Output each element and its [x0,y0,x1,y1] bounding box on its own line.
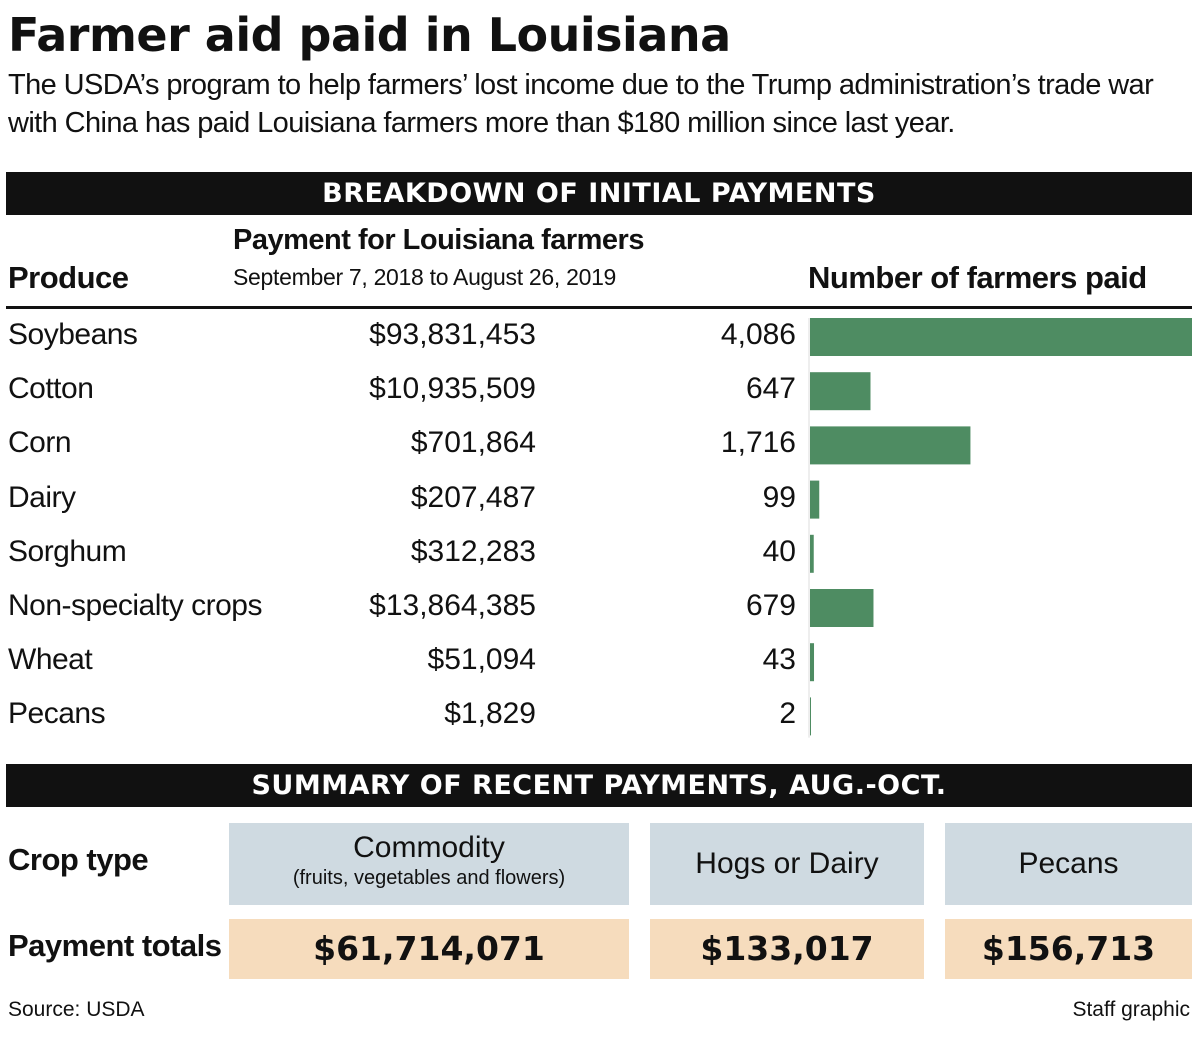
payment-value: $93,831,453 [369,318,536,351]
payment-value: $312,283 [410,534,536,568]
produce-label: Pecans [8,697,106,731]
section-banner-initial: BREAKDOWN OF INITIAL PAYMENTS [6,172,1192,215]
payment-total-hogs-dairy: $133,017 [650,919,924,979]
farmers-count: 43 [762,643,796,677]
header-rule [6,306,1192,309]
farmers-count: 4,086 [720,318,796,351]
payment-column-header: Payment for Louisiana farmers [233,224,644,256]
farmers-bar [810,534,814,573]
section-banner-summary: SUMMARY OF RECENT PAYMENTS, AUG.-OCT. [6,764,1192,807]
produce-label: Non-specialty crops [8,589,262,622]
payment-totals-label: Payment totals [8,928,222,963]
produce-label: Wheat [8,643,93,677]
farmers-bar [810,589,874,627]
crop-type-label: Crop type [8,842,149,877]
page-subtitle: The USDA’s program to help farmers’ lost… [8,69,1154,139]
crop-note: (fruits, vegetables and flowers) [292,867,566,889]
payment-value: $1,829 [444,697,536,731]
produce-column-header: Produce [8,260,129,295]
farmers-count: 647 [745,372,796,406]
produce-label: Sorghum [8,534,127,568]
payment-value: $10,935,509 [369,372,536,406]
farmers-bar-chart [808,318,1192,738]
farmers-count: 99 [762,480,796,514]
produce-label: Cotton [8,372,94,406]
payment-total-pecans: $156,713 [945,919,1192,979]
source-note: Source: USDA [8,998,145,1021]
farmers-bar [810,697,811,736]
produce-label: Soybeans [8,318,138,351]
credit-note: Staff graphic [1072,998,1190,1021]
payment-total-commodity: $61,714,071 [229,919,629,979]
crop-cell-hogs-dairy: Hogs or Dairy [650,823,924,905]
farmers-count: 679 [745,589,796,622]
farmers-bar [810,318,1192,356]
farmers-bar [810,426,971,465]
payment-column-subheader: September 7, 2018 to August 26, 2019 [233,264,617,290]
farmers-count: 40 [762,534,796,568]
payment-value: $51,094 [427,643,536,677]
crop-cell-commodity: Commodity (fruits, vegetables and flower… [229,823,629,905]
farmers-count: 1,716 [720,426,796,460]
count-column-header: Number of farmers paid [808,260,1147,295]
crop-cell-pecans: Pecans [945,823,1192,905]
payment-value: $13,864,385 [369,589,536,622]
farmers-count: 2 [779,697,796,731]
page-title: Farmer aid paid in Louisiana [8,8,731,62]
farmers-bar [810,480,820,519]
farmers-bar [810,643,815,682]
payment-value: $701,864 [410,426,536,460]
crop-name: Commodity [353,831,505,864]
farmers-bar [810,372,871,411]
produce-label: Dairy [8,480,76,514]
produce-label: Corn [8,426,72,460]
payment-value: $207,487 [410,480,536,514]
